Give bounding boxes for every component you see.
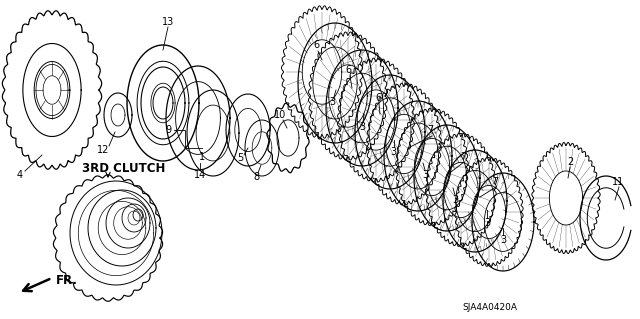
Text: 8: 8	[253, 172, 259, 182]
Text: 3: 3	[359, 122, 365, 132]
Text: 7: 7	[427, 125, 433, 135]
Text: 6: 6	[345, 65, 351, 75]
Text: 5: 5	[237, 153, 243, 163]
Text: 4: 4	[17, 170, 23, 180]
Text: 3: 3	[390, 147, 396, 157]
Text: 9: 9	[165, 125, 171, 135]
Text: 10: 10	[274, 110, 286, 120]
Text: 11: 11	[612, 177, 624, 187]
Text: 3: 3	[500, 235, 506, 245]
Text: 1: 1	[199, 152, 205, 162]
Text: SJA4A0420A: SJA4A0420A	[463, 303, 518, 313]
Text: 13: 13	[162, 17, 174, 27]
Text: 3: 3	[484, 218, 490, 228]
Text: 3: 3	[452, 195, 458, 205]
Text: FR.: FR.	[56, 275, 78, 287]
Text: 3RD CLUTCH: 3RD CLUTCH	[82, 161, 165, 174]
Text: 14: 14	[194, 170, 206, 180]
Text: 2: 2	[567, 157, 573, 167]
Text: 12: 12	[97, 145, 109, 155]
Text: 6: 6	[313, 40, 319, 50]
Text: 3: 3	[422, 170, 428, 180]
Text: 7: 7	[492, 177, 498, 187]
Text: 6: 6	[375, 93, 381, 103]
Text: 3: 3	[329, 97, 335, 107]
Text: 7: 7	[460, 152, 466, 162]
